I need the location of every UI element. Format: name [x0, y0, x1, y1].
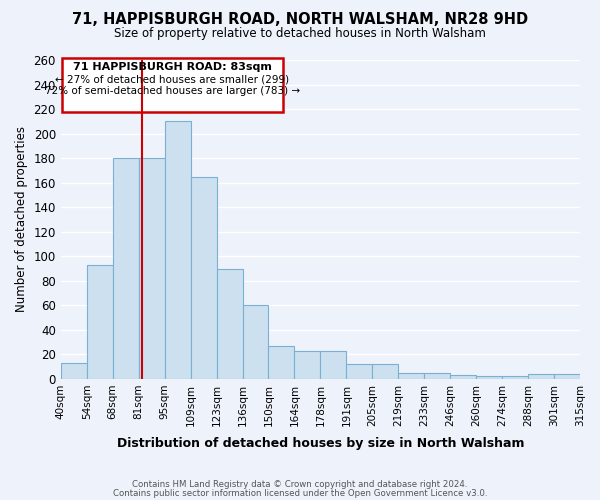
Bar [373, 364, 398, 379]
Bar [87, 265, 113, 379]
Bar [424, 373, 450, 379]
Bar [502, 376, 528, 379]
X-axis label: Distribution of detached houses by size in North Walsham: Distribution of detached houses by size … [116, 437, 524, 450]
Bar [191, 176, 217, 379]
Bar [113, 158, 139, 379]
Text: 71 HAPPISBURGH ROAD: 83sqm: 71 HAPPISBURGH ROAD: 83sqm [73, 62, 272, 72]
Y-axis label: Number of detached properties: Number of detached properties [15, 126, 28, 312]
Bar [450, 375, 476, 379]
Bar [295, 350, 320, 379]
Bar [528, 374, 554, 379]
Text: 71, HAPPISBURGH ROAD, NORTH WALSHAM, NR28 9HD: 71, HAPPISBURGH ROAD, NORTH WALSHAM, NR2… [72, 12, 528, 28]
Bar [554, 374, 580, 379]
Text: Contains public sector information licensed under the Open Government Licence v3: Contains public sector information licen… [113, 489, 487, 498]
Bar [242, 306, 268, 379]
Text: Size of property relative to detached houses in North Walsham: Size of property relative to detached ho… [114, 28, 486, 40]
Bar [320, 350, 346, 379]
Bar [476, 376, 502, 379]
Bar [268, 346, 295, 379]
Text: Contains HM Land Registry data © Crown copyright and database right 2024.: Contains HM Land Registry data © Crown c… [132, 480, 468, 489]
Bar [139, 158, 164, 379]
Bar [61, 363, 87, 379]
Bar [398, 373, 424, 379]
FancyBboxPatch shape [62, 58, 283, 112]
Bar [164, 122, 191, 379]
Bar [217, 268, 242, 379]
Text: ← 27% of detached houses are smaller (299): ← 27% of detached houses are smaller (29… [55, 74, 289, 85]
Bar [346, 364, 373, 379]
Text: 72% of semi-detached houses are larger (783) →: 72% of semi-detached houses are larger (… [45, 86, 300, 96]
